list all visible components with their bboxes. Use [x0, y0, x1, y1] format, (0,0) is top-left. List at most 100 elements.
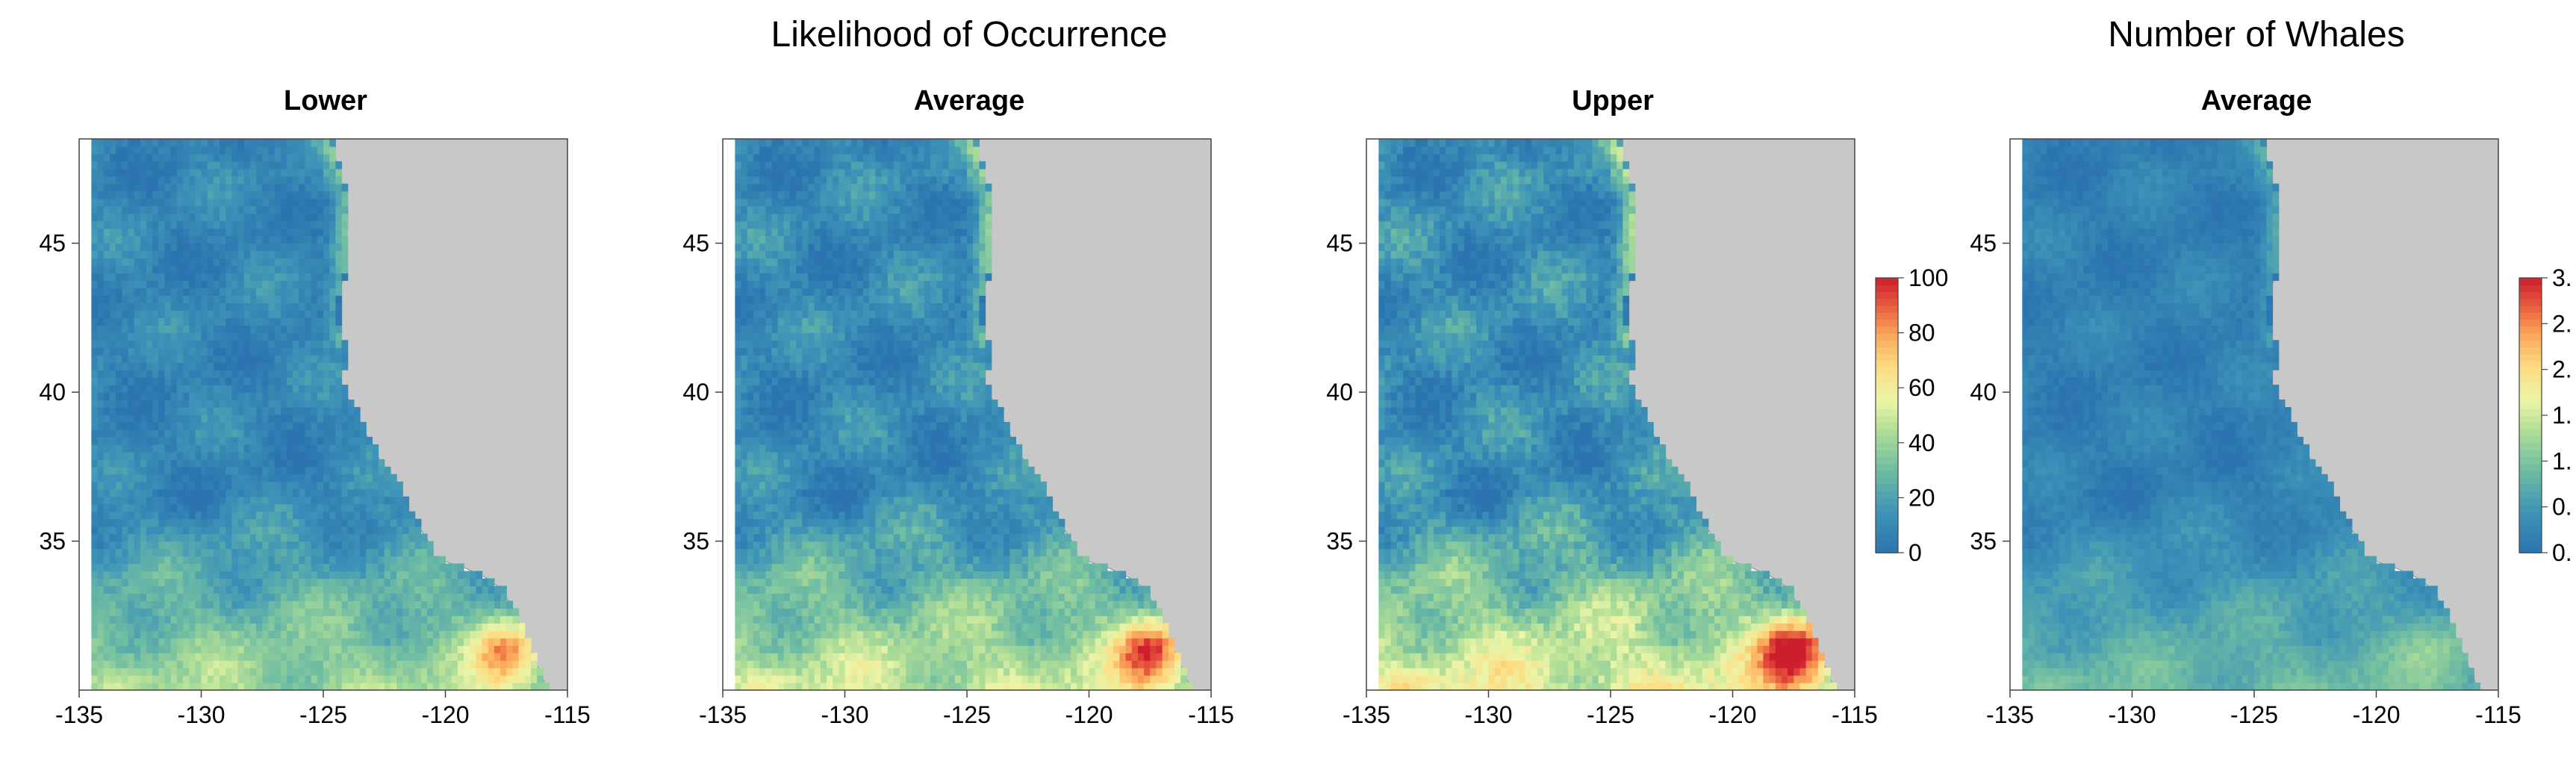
heat-cell — [134, 288, 141, 297]
heat-cell — [146, 571, 153, 580]
heat-cell — [323, 608, 330, 616]
heat-cell — [305, 548, 312, 557]
heat-cell — [268, 548, 276, 557]
heat-cell — [960, 578, 968, 586]
heat-cell — [164, 370, 172, 378]
heat-cell — [305, 474, 312, 482]
heat-cell — [1101, 608, 1108, 616]
heat-cell — [360, 571, 367, 580]
heat-cell — [207, 139, 214, 147]
heat-cell — [408, 653, 416, 661]
heat-cell — [280, 623, 287, 631]
heat-cell — [329, 683, 336, 690]
heat-cell — [146, 608, 153, 616]
heat-cell — [305, 518, 312, 527]
heat-cell — [220, 168, 226, 177]
heat-cell — [494, 608, 501, 616]
heat-cell — [280, 243, 287, 252]
heat-cell — [1144, 608, 1151, 616]
heat-cell — [1113, 660, 1120, 668]
heat-cell — [195, 288, 202, 297]
heat-cell — [176, 205, 184, 214]
heat-cell — [134, 548, 141, 557]
heat-cell — [372, 451, 379, 460]
heat-cell — [134, 586, 141, 594]
heat-cell — [930, 645, 937, 654]
heat-cell — [1150, 615, 1157, 624]
heat-cell — [335, 235, 343, 244]
heat-cell — [305, 146, 312, 155]
heat-cell — [128, 250, 135, 259]
heat-cell — [293, 235, 299, 244]
heat-cell — [366, 541, 373, 550]
heat-cell — [189, 593, 196, 601]
heat-cell — [341, 340, 349, 348]
heat-cell — [464, 645, 470, 654]
heat-cell — [280, 176, 287, 184]
heat-cell — [170, 415, 178, 423]
heat-cell — [783, 623, 791, 631]
heat-cell — [91, 228, 99, 237]
heat-cell — [451, 683, 458, 690]
heat-cell — [1033, 645, 1041, 654]
heat-cell — [256, 190, 263, 199]
heat-cell — [341, 571, 349, 580]
heat-cell — [777, 571, 785, 580]
heat-cell — [286, 273, 293, 282]
heat-cell — [997, 675, 1004, 683]
heat-cell — [109, 668, 116, 676]
heat-cell — [220, 429, 226, 438]
heat-cell — [249, 265, 257, 274]
heat-cell — [134, 571, 141, 580]
heat-cell — [268, 600, 276, 609]
heat-cell — [305, 243, 312, 252]
heat-cell — [396, 571, 403, 580]
heat-cell — [464, 571, 470, 580]
heat-cell — [182, 556, 190, 565]
heat-cell — [262, 258, 270, 267]
heat-cell — [335, 653, 343, 661]
heat-cell — [1144, 645, 1151, 654]
heat-cell — [220, 161, 226, 170]
heat-cell — [759, 660, 766, 668]
heat-cell — [311, 645, 318, 654]
heat-cell — [991, 571, 998, 580]
heat-cell — [256, 503, 263, 512]
heat-cell — [152, 176, 159, 184]
heat-cell — [378, 586, 385, 594]
heat-cell — [360, 600, 367, 609]
heat-cell — [268, 385, 276, 393]
heat-cell — [402, 548, 410, 557]
heat-cell — [146, 355, 153, 363]
heat-cell — [274, 600, 281, 609]
heat-cell — [347, 503, 355, 512]
heat-cell — [189, 176, 196, 184]
heat-cell — [207, 459, 214, 468]
heat-cell — [268, 556, 276, 565]
heat-cell — [1156, 638, 1163, 646]
heat-cell — [1089, 600, 1096, 609]
heat-cell — [164, 407, 172, 415]
heat-cell — [305, 190, 312, 199]
heat-cell — [116, 302, 122, 311]
heat-cell — [451, 623, 458, 631]
heat-cell — [249, 415, 257, 423]
heat-cell — [777, 615, 785, 624]
heat-cell — [530, 675, 538, 683]
heat-cell — [936, 660, 943, 668]
heat-cell — [930, 571, 937, 580]
heat-cell — [274, 258, 281, 267]
heat-cell — [207, 385, 214, 393]
heat-cell — [335, 600, 343, 609]
heat-cell — [243, 153, 251, 162]
heat-cell — [771, 571, 779, 580]
heat-cell — [140, 571, 147, 580]
heat-cell — [470, 645, 476, 654]
heat-cell — [116, 488, 122, 497]
heat-cell — [116, 451, 122, 460]
heat-cell — [195, 355, 202, 363]
heat-cell — [900, 645, 906, 654]
heat-cell — [839, 615, 846, 624]
heat-cell — [231, 593, 239, 601]
heat-cell — [1052, 578, 1060, 586]
